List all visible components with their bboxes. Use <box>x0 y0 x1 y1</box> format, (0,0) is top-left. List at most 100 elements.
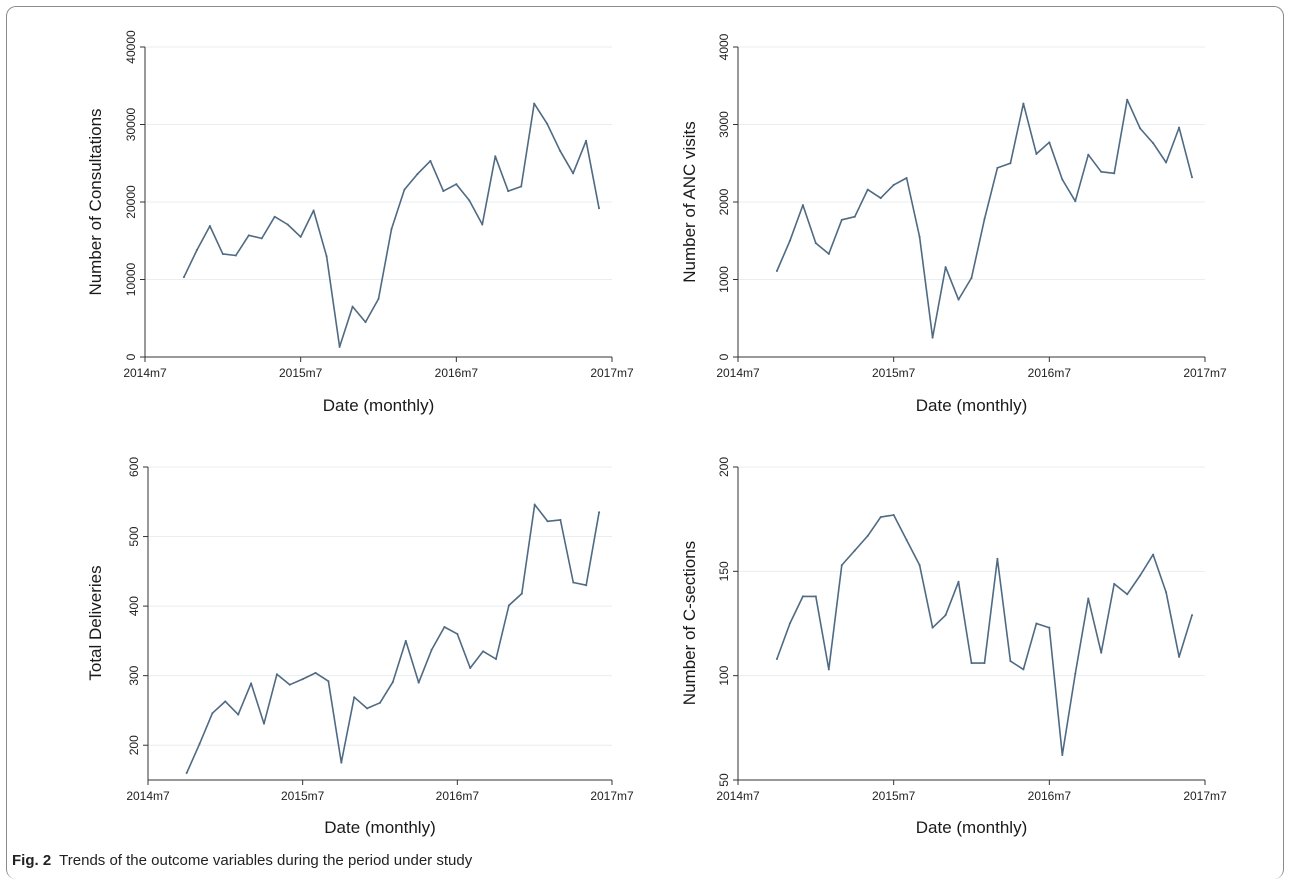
data-point <box>314 671 317 674</box>
data-point <box>495 657 497 660</box>
y-tick-label: 30000 <box>124 107 138 141</box>
data-point <box>198 742 201 745</box>
data-point <box>404 639 407 642</box>
data-point <box>572 172 575 175</box>
y-tick-label: 3000 <box>717 111 731 138</box>
data-point <box>1139 574 1142 577</box>
y-tick-label: 20000 <box>124 185 138 219</box>
y-tick-label: 150 <box>717 561 731 581</box>
data-point <box>353 696 356 699</box>
y-tick-label: 300 <box>127 665 141 685</box>
data-point <box>390 228 393 231</box>
data-point <box>546 122 549 125</box>
data-point <box>801 595 804 598</box>
data-point <box>429 159 432 162</box>
x-tick-label: 2016m7 <box>1028 789 1072 803</box>
data-point <box>377 297 380 300</box>
data-point <box>520 592 523 595</box>
y-tick-label: 100 <box>717 665 731 685</box>
x-tick-label: 2017m7 <box>590 366 634 380</box>
data-point <box>403 188 406 191</box>
y-tick-label: 500 <box>127 526 141 546</box>
data-point <box>572 581 575 584</box>
data-point <box>185 772 188 775</box>
data-point <box>1152 142 1155 145</box>
data-point <box>983 218 986 221</box>
data-point <box>208 225 211 228</box>
y-tick-label: 10000 <box>124 262 138 296</box>
data-point <box>338 345 341 348</box>
data-point <box>775 657 778 660</box>
data-point <box>546 520 549 523</box>
data-point <box>996 166 999 169</box>
data-point <box>340 761 343 764</box>
caption-label: Fig. 2 <box>12 852 52 869</box>
data-point <box>1087 597 1090 600</box>
data-point <box>312 209 315 212</box>
y-tick-label: 4000 <box>717 33 731 60</box>
data-point <box>1139 127 1142 130</box>
data-point <box>866 534 869 537</box>
data-point <box>918 564 921 567</box>
data-point <box>442 190 445 193</box>
data-point <box>827 252 830 255</box>
data-point <box>481 223 484 226</box>
data-point <box>351 305 354 308</box>
data-point <box>456 632 459 635</box>
data-point <box>970 662 973 665</box>
data-point <box>931 336 934 339</box>
data-point <box>892 513 895 516</box>
data-point <box>957 580 960 583</box>
y-tick-label: 0 <box>717 353 731 360</box>
y-tick-label: 600 <box>127 457 141 477</box>
figure-caption: Fig. 2 Trends of the outcome variables du… <box>12 852 472 869</box>
data-point <box>195 249 198 252</box>
data-point <box>1087 153 1090 156</box>
data-point <box>1048 141 1051 144</box>
x-tick-label: 2014m7 <box>126 789 170 803</box>
x-tick-label: 2016m7 <box>1028 366 1072 380</box>
y-tick-label: 200 <box>717 457 731 477</box>
data-point <box>1074 672 1077 675</box>
y-tick-label: 1000 <box>717 266 731 293</box>
data-point <box>391 680 394 683</box>
data-point <box>1100 170 1103 173</box>
data-point <box>430 648 433 651</box>
data-point <box>866 188 869 191</box>
data-point <box>931 626 934 629</box>
data-point <box>1152 553 1155 556</box>
x-tick-label: 2016m7 <box>436 789 480 803</box>
x-axis-label: Date (monthly) <box>324 818 436 837</box>
x-tick-label: 2014m7 <box>716 789 760 803</box>
x-tick-label: 2017m7 <box>590 789 634 803</box>
data-point <box>814 595 817 598</box>
data-point <box>520 185 523 188</box>
data-point <box>905 176 908 179</box>
data-point <box>905 539 908 542</box>
x-tick-label: 2016m7 <box>435 366 479 380</box>
data-point <box>1048 626 1051 629</box>
data-point <box>996 557 999 560</box>
data-point <box>801 204 804 207</box>
data-point <box>983 662 986 665</box>
data-point <box>944 266 947 269</box>
x-tick-label: 2014m7 <box>123 366 167 380</box>
data-point <box>286 223 289 226</box>
data-point <box>443 625 446 628</box>
data-point <box>416 173 419 176</box>
data-point <box>1191 614 1194 617</box>
x-tick-label: 2015m7 <box>872 366 916 380</box>
data-point <box>299 235 302 238</box>
data-point <box>224 700 227 703</box>
data-point <box>1009 162 1012 165</box>
data-point <box>1126 593 1129 596</box>
data-point <box>598 207 601 210</box>
data-point <box>1100 651 1103 654</box>
x-tick-label: 2015m7 <box>279 366 323 380</box>
data-point <box>237 713 240 716</box>
data-point <box>892 183 895 186</box>
x-tick-label: 2014m7 <box>716 366 760 380</box>
